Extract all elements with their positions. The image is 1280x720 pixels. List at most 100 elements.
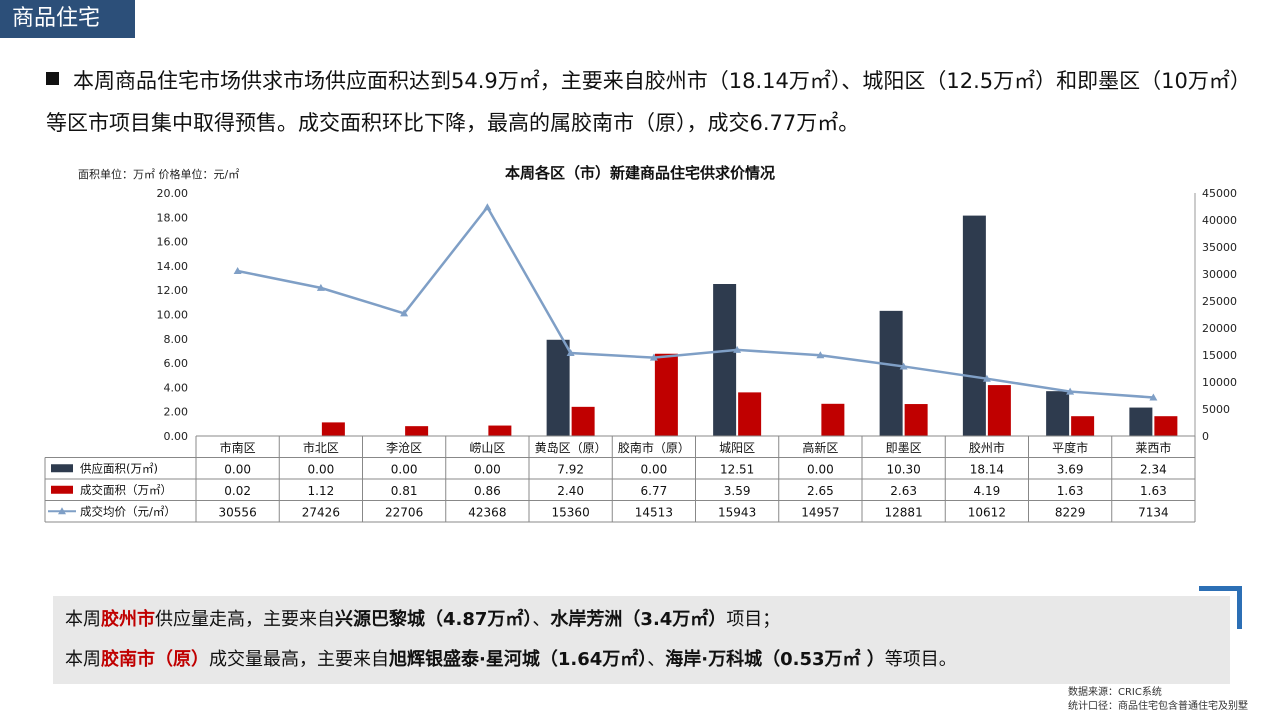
summary-project: 旭辉银盛泰·星河城（1.64万㎡）	[389, 649, 648, 670]
chart-data-table: 市南区 市北区 李沧区 崂山区 黄岛区（原） 胶南市（原） 城阳区 高新区 即墨区 胶州市 平度市 莱…	[44, 435, 1196, 523]
table-value: 27426	[302, 505, 340, 519]
bullet-text: 本周商品住宅市场供求市场供应面积达到54.9万㎡，主要来自胶州市（18.14万㎡…	[46, 69, 1251, 135]
legend-swatch	[51, 464, 73, 473]
transaction-bar	[821, 403, 845, 436]
summary-text: 成交量最高，主要来自	[209, 649, 389, 670]
legend-label: 供应面积(万㎡)	[80, 461, 158, 475]
price-point	[982, 374, 991, 382]
x-category-label: 市南区	[220, 440, 256, 455]
table-value: 0.00	[474, 462, 501, 476]
y-right-tick-label: 40000	[1202, 214, 1237, 227]
y-right-tick-label: 35000	[1202, 241, 1237, 254]
summary-project: 水岸芳洲（3.4万㎡）	[550, 609, 727, 630]
summary-text: 本周	[65, 609, 101, 630]
y-right-tick-label: 30000	[1202, 268, 1237, 281]
y-left-tick-label: 18.00	[157, 211, 189, 224]
summary-highlight: 胶南市（原）	[101, 649, 209, 670]
y-right-tick-label: 0	[1202, 430, 1209, 443]
transaction-bar	[1071, 416, 1095, 436]
section-title: 商品住宅	[0, 0, 135, 38]
price-point	[566, 349, 575, 357]
chart-title: 本周各区（市）新建商品住宅供求价情况	[505, 164, 775, 182]
caliber-line: 统计口径：商品住宅包含普通住宅及别墅	[1068, 701, 1248, 712]
supply-bar	[713, 284, 737, 436]
table-value: 7134	[1138, 505, 1169, 519]
table-value: 1.63	[1140, 484, 1167, 498]
table-value: 0.00	[308, 462, 335, 476]
table-value: 0.00	[641, 462, 668, 476]
table-value: 2.40	[557, 484, 584, 498]
table-value: 8229	[1055, 505, 1086, 519]
summary-text: 本周	[65, 649, 101, 670]
summary-highlight: 胶州市	[101, 609, 155, 630]
table-value: 0.02	[224, 484, 251, 498]
x-category-label: 市北区	[303, 440, 339, 455]
table-value: 15943	[718, 505, 756, 519]
y-right-tick-label: 25000	[1202, 295, 1237, 308]
transaction-bar	[654, 353, 678, 436]
table-value: 6.77	[641, 484, 668, 498]
supply-bar	[962, 215, 986, 436]
chart-svg: 面积单位：万㎡ 价格单位：元/㎡ 本周各区（市）新建商品住宅供求价情况 0.00…	[44, 164, 1237, 523]
x-category-label: 城阳区	[719, 441, 755, 455]
price-point	[1066, 387, 1075, 395]
y-right-tick-label: 5000	[1202, 403, 1230, 416]
supply-bar	[1046, 391, 1070, 436]
table-value: 0.00	[224, 462, 251, 476]
x-category-label: 胶州市	[969, 440, 1005, 455]
price-line	[237, 204, 1154, 399]
table-value: 12881	[885, 505, 923, 519]
table-value: 4.19	[974, 484, 1001, 498]
y-left-tick-label: 4.00	[164, 381, 189, 394]
y-left-tick-label: 8.00	[164, 333, 189, 346]
x-category-label: 黄岛区（原）	[535, 440, 607, 455]
price-point	[483, 203, 492, 211]
supply-bar	[1129, 407, 1153, 436]
x-category-label: 平度市	[1052, 440, 1088, 455]
y-left-tick-label: 6.00	[164, 357, 189, 370]
table-value: 15360	[552, 505, 590, 519]
transaction-bar	[405, 426, 429, 436]
price-point	[400, 309, 409, 317]
summary-box: 本周胶州市供应量走高，主要来自兴源巴黎城（4.87万㎡）、水岸芳洲（3.4万㎡）…	[53, 596, 1230, 684]
table-value: 3.59	[724, 484, 751, 498]
table-value: 10612	[968, 505, 1006, 519]
legend-label: 成交面积（万㎡）	[80, 483, 172, 497]
x-category-label: 莱西市	[1135, 440, 1171, 455]
transaction-bar	[571, 406, 595, 436]
table-value: 0.86	[474, 484, 501, 498]
transaction-bar	[321, 422, 345, 436]
table-value: 7.92	[557, 462, 584, 476]
x-category-label: 高新区	[802, 440, 838, 455]
price-point	[733, 345, 742, 353]
summary-text: 等项目。	[884, 649, 957, 670]
price-point	[649, 353, 658, 361]
supply-bar	[546, 339, 570, 436]
summary-line-2: 本周胶南市（原）成交量最高，主要来自旭辉银盛泰·星河城（1.64万㎡）、海岸·万…	[65, 640, 1218, 680]
price-point	[899, 362, 908, 370]
table-value: 10.30	[886, 462, 920, 476]
table-value: 0.00	[391, 462, 418, 476]
table-value: 14957	[801, 505, 839, 519]
table-value: 42368	[468, 505, 506, 519]
source-line: 数据来源：CRIC系统	[1068, 687, 1162, 698]
price-point	[233, 266, 242, 274]
table-value: 2.34	[1140, 462, 1167, 476]
source-note: 数据来源：CRIC系统 统计口径：商品住宅包含普通住宅及别墅	[1068, 686, 1248, 714]
table-value: 12.51	[720, 462, 754, 476]
table-value: 2.63	[890, 484, 917, 498]
legend-swatch	[51, 485, 73, 494]
table-value: 1.12	[308, 484, 335, 498]
table-value: 22706	[385, 505, 423, 519]
price-point	[816, 351, 825, 359]
price-point	[1149, 393, 1158, 401]
chart-unit-note: 面积单位：万㎡ 价格单位：元/㎡	[78, 167, 239, 181]
table-value: 1.63	[1057, 484, 1084, 498]
summary-project: 海岸·万科城（0.53万㎡ ）	[665, 649, 885, 670]
transaction-bar	[987, 385, 1011, 436]
supply-demand-chart: 面积单位：万㎡ 价格单位：元/㎡ 本周各区（市）新建商品住宅供求价情况 0.00…	[0, 150, 1280, 534]
y-left-tick-label: 0.00	[164, 430, 189, 443]
y-left-tick-label: 2.00	[164, 406, 189, 419]
table-value: 2.65	[807, 484, 834, 498]
x-category-label: 胶南市（原）	[618, 440, 690, 455]
